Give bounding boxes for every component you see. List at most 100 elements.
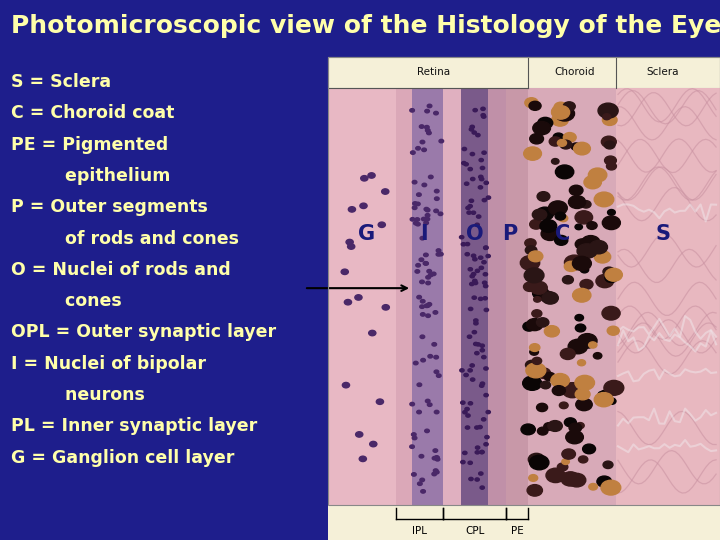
Circle shape <box>413 361 418 365</box>
Circle shape <box>481 107 485 111</box>
Circle shape <box>484 246 488 249</box>
Circle shape <box>432 342 436 346</box>
Circle shape <box>343 382 350 388</box>
Circle shape <box>597 476 611 487</box>
Circle shape <box>415 269 420 273</box>
Bar <box>328 57 720 88</box>
Circle shape <box>575 314 583 321</box>
Circle shape <box>481 113 485 117</box>
Circle shape <box>413 202 418 205</box>
Text: G: G <box>359 224 375 244</box>
Circle shape <box>428 176 433 179</box>
Circle shape <box>557 139 567 146</box>
Circle shape <box>480 384 484 387</box>
Circle shape <box>594 393 613 407</box>
Text: P: P <box>503 224 518 244</box>
Circle shape <box>479 176 483 179</box>
Text: Choroid: Choroid <box>554 68 595 77</box>
Circle shape <box>568 339 588 354</box>
Circle shape <box>523 282 536 292</box>
Circle shape <box>480 178 484 181</box>
Circle shape <box>605 156 616 165</box>
Circle shape <box>603 114 611 120</box>
Circle shape <box>418 482 422 485</box>
Circle shape <box>482 151 486 154</box>
Circle shape <box>603 114 617 125</box>
Circle shape <box>426 281 431 285</box>
Circle shape <box>604 141 615 149</box>
Circle shape <box>410 109 415 112</box>
Circle shape <box>486 254 490 258</box>
Circle shape <box>413 221 418 225</box>
Circle shape <box>472 272 476 275</box>
Circle shape <box>532 209 546 220</box>
Text: PE: PE <box>510 526 523 536</box>
Circle shape <box>416 264 420 267</box>
Circle shape <box>549 201 567 215</box>
Circle shape <box>479 158 483 161</box>
Circle shape <box>479 297 483 300</box>
Circle shape <box>475 446 480 449</box>
Circle shape <box>601 136 616 147</box>
Circle shape <box>425 110 429 113</box>
Circle shape <box>435 456 439 460</box>
Circle shape <box>434 209 438 213</box>
Bar <box>528 88 616 505</box>
Circle shape <box>600 390 612 400</box>
Circle shape <box>482 115 486 118</box>
Circle shape <box>410 218 415 221</box>
Circle shape <box>480 166 485 170</box>
Circle shape <box>427 302 431 306</box>
Circle shape <box>460 369 464 372</box>
Circle shape <box>606 268 622 281</box>
Circle shape <box>412 472 416 476</box>
Circle shape <box>482 281 487 285</box>
Circle shape <box>477 215 481 218</box>
Circle shape <box>541 381 551 389</box>
Circle shape <box>608 398 616 404</box>
Circle shape <box>474 426 479 429</box>
Circle shape <box>434 190 439 193</box>
Circle shape <box>603 461 613 469</box>
Circle shape <box>410 402 415 406</box>
Circle shape <box>368 173 375 178</box>
Circle shape <box>554 102 567 112</box>
Circle shape <box>472 279 477 282</box>
Circle shape <box>462 147 467 151</box>
Circle shape <box>434 410 439 414</box>
Circle shape <box>577 244 596 258</box>
Bar <box>506 88 528 505</box>
Circle shape <box>529 102 541 110</box>
Text: CPL: CPL <box>465 526 485 536</box>
Circle shape <box>530 219 543 229</box>
Circle shape <box>475 269 480 273</box>
Circle shape <box>482 199 487 202</box>
Circle shape <box>415 146 420 150</box>
Text: cones: cones <box>11 292 122 310</box>
Circle shape <box>427 104 432 107</box>
Circle shape <box>537 192 550 201</box>
Circle shape <box>469 128 474 131</box>
Circle shape <box>587 222 597 230</box>
Circle shape <box>469 199 474 202</box>
Circle shape <box>472 131 477 134</box>
Circle shape <box>420 335 425 339</box>
Circle shape <box>479 256 483 259</box>
Circle shape <box>464 163 468 166</box>
Circle shape <box>594 251 611 263</box>
Circle shape <box>470 275 474 278</box>
Circle shape <box>577 360 585 366</box>
Circle shape <box>523 376 541 390</box>
Circle shape <box>578 456 588 463</box>
Circle shape <box>378 222 385 227</box>
Circle shape <box>593 353 602 359</box>
Text: I = Nuclei of bipolar: I = Nuclei of bipolar <box>11 355 206 373</box>
Circle shape <box>594 192 613 207</box>
Circle shape <box>434 456 439 459</box>
Circle shape <box>544 423 554 430</box>
Circle shape <box>580 280 593 289</box>
Circle shape <box>483 296 487 300</box>
Circle shape <box>484 181 488 185</box>
Circle shape <box>521 424 535 435</box>
Circle shape <box>469 477 473 481</box>
